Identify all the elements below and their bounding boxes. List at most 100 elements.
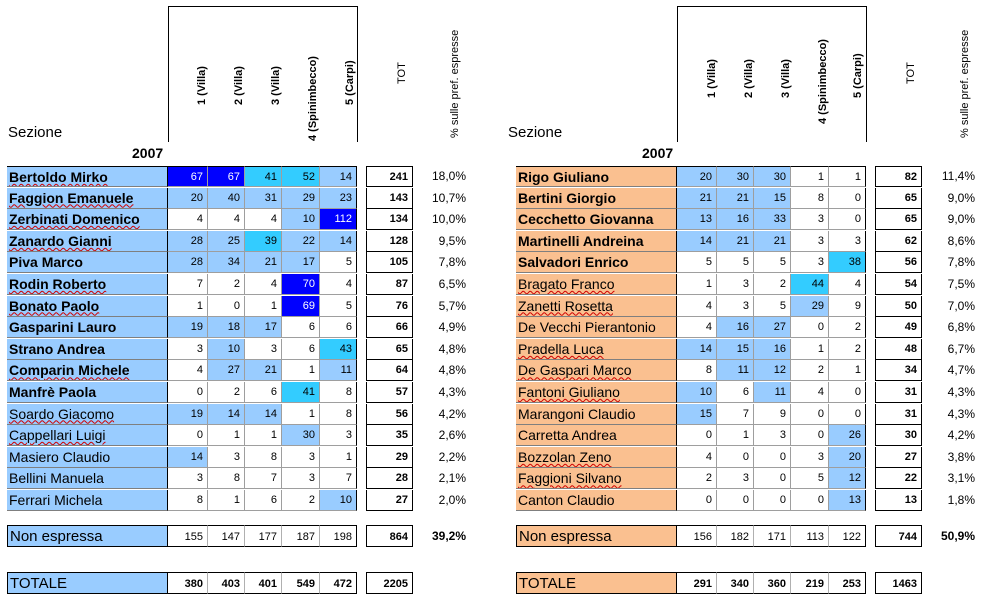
vote-cell-section-1: 1 (677, 274, 717, 295)
vote-cell-section-3: 21 (245, 360, 282, 382)
vote-cell-section-4: 10 (282, 209, 320, 231)
vote-cell-section-4: 1 (282, 360, 320, 382)
row-total: 27 (875, 446, 922, 468)
row-total: 54 (875, 274, 922, 295)
candidate-name: Manfrè Paola (7, 382, 168, 403)
candidate-name: Bonato Paolo (7, 295, 168, 317)
vote-cell-section-5: 1 (829, 166, 866, 187)
row-percentage: 9,0% (947, 212, 975, 227)
table-row: Zerbinati Domenico 4 4 4 10 112 134 10,0% (0, 209, 490, 231)
vote-cell-section-1: 4 (168, 360, 208, 382)
vote-cell-section-5: 0 (829, 382, 866, 403)
row-total: 76 (366, 295, 413, 317)
vote-cell-section-2: 8 (208, 468, 245, 490)
year-label: 2007 (132, 145, 164, 161)
vote-cell-section-3: 41 (245, 166, 282, 187)
column-header-4: 4 (Spinimbecco) (817, 39, 829, 124)
totale-cell-section-3: 401 (245, 572, 282, 594)
vote-cell-section-2: 18 (208, 317, 245, 339)
table-row: De Gaspari Marco 8 11 12 2 1 34 4,7% (500, 360, 988, 382)
totale-cell-section-1: 380 (168, 572, 208, 594)
vote-cell-section-2: 3 (717, 295, 754, 317)
vote-cell-section-1: 28 (168, 252, 208, 274)
vote-cell-section-5: 5 (320, 252, 357, 274)
vote-cell-section-4: 0 (791, 403, 829, 425)
vote-cell-section-1: 3 (168, 468, 208, 490)
vote-cell-section-5: 4 (320, 274, 357, 295)
vote-cell-section-2: 21 (717, 230, 754, 252)
column-header-1: 1 (Villa) (706, 59, 718, 98)
vote-cell-section-4: 0 (791, 490, 829, 511)
vote-cell-section-3: 33 (754, 209, 791, 231)
candidate-name: Faggion Emanuele (7, 187, 168, 209)
vote-cell-section-5: 2 (829, 317, 866, 339)
non-espressa-row: Non espressa 156 182 171 113 122 744 50,9% (500, 525, 988, 547)
row-percentage: 4,3% (438, 385, 466, 399)
table-row: Gasparini Lauro 19 18 17 6 6 66 4,9% (0, 317, 490, 339)
row-percentage: 4,9% (438, 320, 466, 335)
tot-header: TOT (905, 62, 917, 84)
row-percentage: 7,8% (438, 255, 466, 270)
row-total: 22 (875, 468, 922, 490)
candidate-name: Martinelli Andreina (516, 230, 677, 252)
row-total: 31 (875, 403, 922, 425)
totale-row: TOTALE 291 340 360 219 253 1463 (500, 572, 988, 594)
candidate-name: Zerbinati Domenico (7, 209, 168, 231)
candidate-name: Gasparini Lauro (7, 317, 168, 339)
vote-cell-section-4: 2 (282, 490, 320, 511)
vote-cell-section-3: 5 (754, 252, 791, 274)
table-row: Fantoni Giuliano 10 6 11 4 0 31 4,3% (500, 382, 988, 403)
row-percentage: 4,3% (947, 406, 975, 421)
row-total: 87 (366, 274, 413, 295)
table-row: Pradella Luca 14 15 16 1 2 48 6,7% (500, 338, 988, 360)
vote-cell-section-5: 23 (320, 187, 357, 209)
totale-row: TOTALE 380 403 401 549 472 2205 (0, 572, 490, 594)
table-row: Cappellari Luigi 0 1 1 30 3 35 2,6% (0, 425, 490, 447)
totale-total: 2205 (366, 572, 413, 594)
vote-cell-section-5: 0 (829, 187, 866, 209)
vote-cell-section-2: 67 (208, 166, 245, 187)
candidate-name: De Vecchi Pierantonio (516, 317, 677, 339)
vote-cell-section-4: 70 (282, 274, 320, 295)
row-percentage: 4,2% (438, 406, 466, 421)
vote-cell-section-5: 2 (829, 338, 866, 360)
vote-cell-section-4: 3 (791, 230, 829, 252)
row-percentage: 8,6% (947, 233, 975, 248)
vote-cell-section-3: 17 (245, 317, 282, 339)
row-total: 35 (366, 425, 413, 447)
non_espressa-cell-section-4: 187 (282, 525, 320, 547)
vote-cell-section-1: 20 (168, 187, 208, 209)
totale-cell-section-4: 549 (282, 572, 320, 594)
vote-cell-section-3: 6 (245, 490, 282, 511)
row-total: 66 (366, 317, 413, 339)
table-row: Canton Claudio 0 0 0 0 13 13 1,8% (500, 490, 988, 511)
vote-cell-section-1: 0 (168, 382, 208, 403)
row-total: 65 (366, 338, 413, 360)
vote-cell-section-1: 13 (677, 209, 717, 231)
table-row: Masiero Claudio 14 3 8 3 1 29 2,2% (0, 446, 490, 468)
vote-cell-section-1: 67 (168, 166, 208, 187)
sezione-label: Sezione (508, 124, 563, 141)
row-total: 105 (366, 252, 413, 274)
candidate-name: Carretta Andrea (516, 425, 677, 447)
table-row: Bozzolan Zeno 4 0 0 3 20 27 3,8% (500, 446, 988, 468)
vote-cell-section-1: 14 (677, 230, 717, 252)
row-total: 241 (366, 166, 413, 187)
vote-cell-section-2: 16 (717, 317, 754, 339)
row-percentage: 6,5% (438, 277, 466, 291)
table-row: Zanetti Rosetta 4 3 5 29 9 50 7,0% (500, 295, 988, 317)
vote-cell-section-2: 27 (208, 360, 245, 382)
table-row: Carretta Andrea 0 1 3 0 26 30 4,2% (500, 425, 988, 447)
row-percentage: 4,8% (438, 363, 466, 378)
row-total: 28 (366, 468, 413, 490)
vote-cell-section-3: 30 (754, 166, 791, 187)
vote-cell-section-1: 5 (677, 252, 717, 274)
table-row: Rigo Giuliano 20 30 30 1 1 82 11,4% (500, 166, 988, 187)
candidate-name: Bertoldo Mirko (7, 166, 168, 187)
candidate-name: Ferrari Michela (7, 490, 168, 511)
row-percentage: 6,7% (947, 341, 975, 356)
candidate-name: Fantoni Giuliano (516, 382, 677, 403)
vote-cell-section-2: 3 (208, 446, 245, 468)
vote-cell-section-4: 29 (282, 187, 320, 209)
vote-cell-section-5: 43 (320, 338, 357, 360)
